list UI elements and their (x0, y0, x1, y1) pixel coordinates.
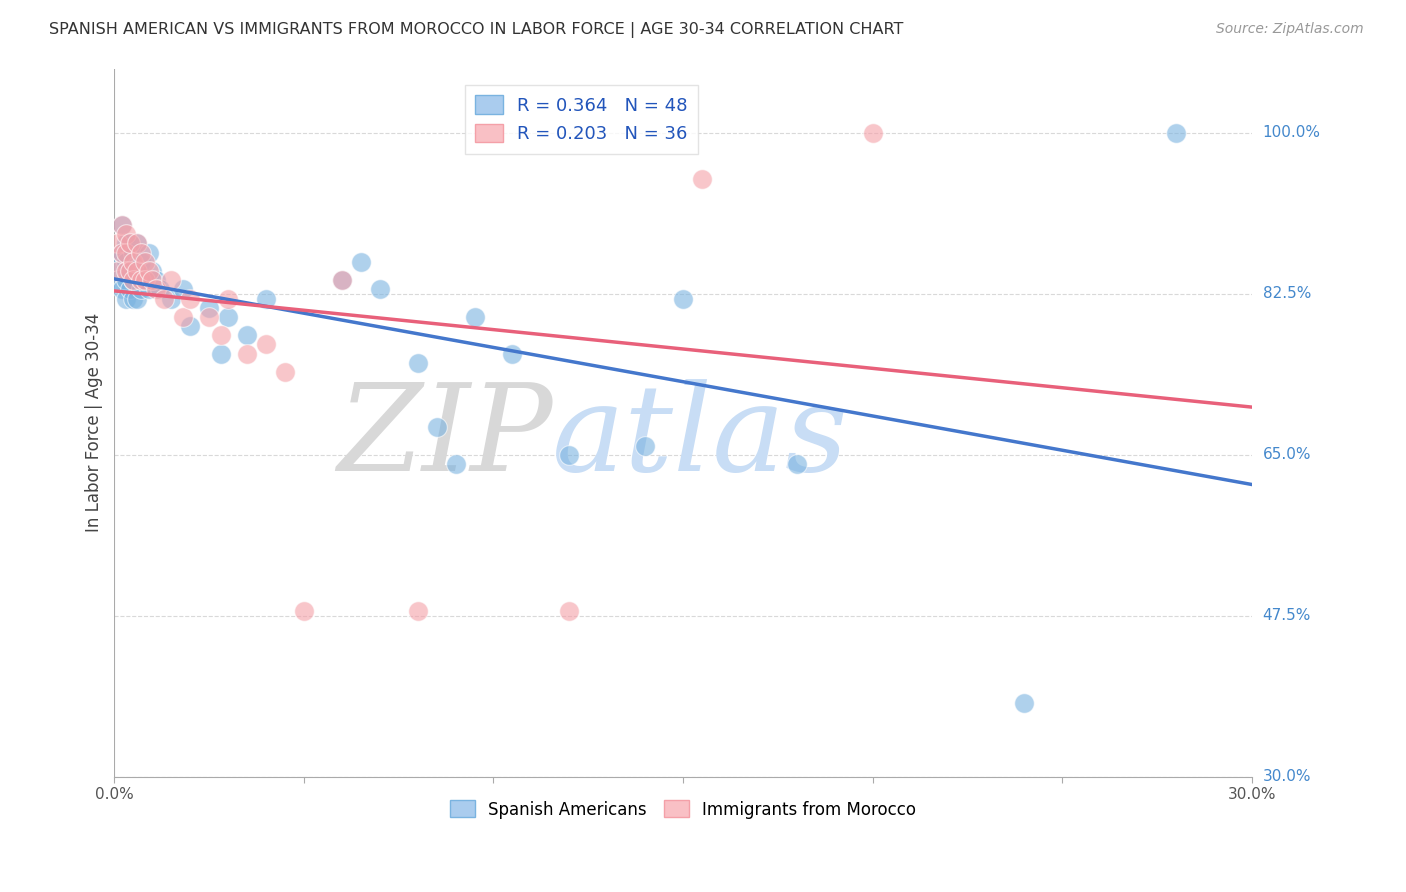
Point (129, 282, 152, 296)
Point (122, 292, 145, 306)
Point (118, 264, 141, 278)
Point (160, 273, 183, 287)
Point (862, 126, 884, 140)
Text: SPANISH AMERICAN VS IMMIGRANTS FROM MOROCCO IN LABOR FORCE | AGE 30-34 CORRELATI: SPANISH AMERICAN VS IMMIGRANTS FROM MORO… (49, 22, 904, 38)
Point (179, 319, 201, 334)
Point (217, 310, 239, 324)
Point (172, 282, 194, 296)
Point (330, 273, 353, 287)
Point (114, 254, 136, 268)
Y-axis label: In Labor Force | Age 30-34: In Labor Force | Age 30-34 (86, 313, 103, 533)
Point (350, 254, 373, 268)
Point (111, 218, 134, 232)
Point (127, 236, 149, 251)
Point (107, 254, 129, 268)
Point (152, 292, 174, 306)
Point (127, 292, 149, 306)
Point (209, 328, 232, 343)
Point (122, 273, 145, 287)
Point (501, 347, 523, 361)
Point (118, 236, 141, 251)
Point (209, 347, 232, 361)
Point (114, 245, 136, 260)
Point (114, 227, 136, 241)
Point (114, 264, 136, 278)
Point (114, 273, 136, 287)
Point (141, 264, 163, 278)
Point (634, 439, 657, 453)
Point (198, 301, 221, 315)
Point (690, 172, 713, 186)
Point (1012, 696, 1035, 710)
Point (111, 282, 134, 296)
Text: 100.0%: 100.0% (1263, 126, 1320, 140)
Point (141, 273, 163, 287)
Point (198, 310, 221, 324)
Point (149, 282, 172, 296)
Point (122, 273, 145, 287)
Point (145, 273, 167, 287)
Point (558, 448, 581, 462)
Point (118, 282, 141, 296)
Point (292, 604, 315, 618)
Point (127, 264, 149, 278)
Text: atlas: atlas (553, 380, 849, 497)
Point (107, 236, 129, 251)
Point (107, 273, 129, 287)
Text: Source: ZipAtlas.com: Source: ZipAtlas.com (1216, 22, 1364, 37)
Point (463, 310, 485, 324)
Point (672, 292, 695, 306)
Text: ZIP: ZIP (336, 380, 553, 497)
Point (129, 254, 152, 268)
Point (129, 273, 152, 287)
Point (134, 254, 156, 268)
Text: 47.5%: 47.5% (1263, 608, 1310, 624)
Point (330, 273, 353, 287)
Point (172, 310, 194, 324)
Point (217, 292, 239, 306)
Point (118, 264, 141, 278)
Point (160, 292, 183, 306)
Point (1164, 126, 1187, 140)
Point (145, 282, 167, 296)
Point (134, 273, 156, 287)
Point (138, 264, 160, 278)
Text: 65.0%: 65.0% (1263, 448, 1312, 462)
Point (426, 420, 449, 434)
Point (138, 282, 160, 296)
Point (179, 292, 201, 306)
Text: 30.0%: 30.0% (1263, 770, 1312, 784)
Text: 82.5%: 82.5% (1263, 286, 1310, 301)
Legend: Spanish Americans, Immigrants from Morocco: Spanish Americans, Immigrants from Moroc… (443, 794, 922, 825)
Point (118, 236, 141, 251)
Point (406, 604, 429, 618)
Point (127, 236, 149, 251)
Point (129, 245, 152, 260)
Point (138, 245, 160, 260)
Point (127, 264, 149, 278)
Point (444, 457, 467, 471)
Point (254, 337, 277, 351)
Point (122, 254, 145, 268)
Point (107, 264, 129, 278)
Point (122, 245, 145, 260)
Point (114, 292, 136, 306)
Point (406, 356, 429, 370)
Point (254, 292, 277, 306)
Point (111, 245, 134, 260)
Point (114, 236, 136, 251)
Point (368, 282, 391, 296)
Point (134, 273, 156, 287)
Point (111, 245, 134, 260)
Point (236, 347, 259, 361)
Point (236, 328, 259, 343)
Point (558, 604, 581, 618)
Point (786, 457, 808, 471)
Point (274, 365, 297, 379)
Point (111, 218, 134, 232)
